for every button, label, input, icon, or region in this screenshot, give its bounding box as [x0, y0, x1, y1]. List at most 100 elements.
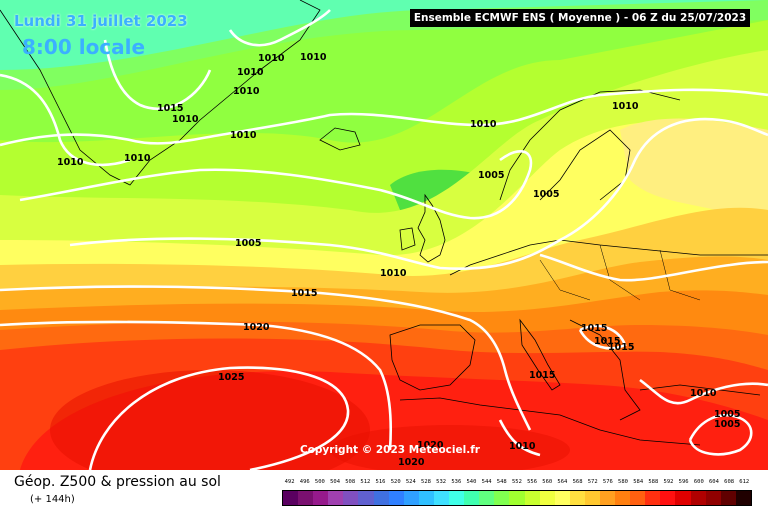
- scale-label: 548: [496, 479, 507, 485]
- scale-swatch: [539, 491, 555, 505]
- scale-swatch: [449, 491, 465, 505]
- isobar-label: 1010: [258, 53, 285, 64]
- isobar-label: 1025: [218, 372, 244, 383]
- scale-label: 516: [375, 479, 386, 485]
- weather-map: 1010 1010 1010 1010 1015 1010 1010 1010 …: [0, 0, 768, 470]
- isobar-label: 1010: [233, 86, 260, 97]
- scale-swatch: [343, 491, 359, 505]
- model-title: Ensemble ECMWF ENS ( Moyenne ) - 06 Z du…: [410, 9, 750, 27]
- scale-label: 568: [572, 479, 583, 485]
- scale-label: 536: [451, 479, 462, 485]
- scale-label: 560: [542, 479, 553, 485]
- scale-swatch: [645, 491, 661, 505]
- scale-swatch: [584, 491, 600, 505]
- isobar-label: 1015: [608, 342, 634, 353]
- scale-label: 604: [708, 479, 719, 485]
- scale-swatch: [313, 491, 329, 505]
- isobar-label: 1010: [57, 157, 84, 168]
- hot-core: [50, 370, 370, 470]
- isobar-label: 1010: [690, 388, 717, 399]
- scale-label: 596: [678, 479, 689, 485]
- isobar-label: 1015: [529, 370, 555, 381]
- scale-swatch: [599, 491, 616, 505]
- isobar-label: 1010: [237, 67, 264, 78]
- scale-swatch: [675, 491, 691, 505]
- scale-label: 588: [648, 479, 659, 485]
- footer-title: Géop. Z500 & pression au sol: [14, 474, 221, 490]
- scale-swatch: [524, 491, 540, 505]
- scale-label: 524: [405, 479, 416, 485]
- scale-swatch: [418, 491, 434, 505]
- isobar-labels: 1010 1010 1010 1010 1015 1010 1010 1010 …: [57, 52, 740, 468]
- forecast-time: 8:00 locale: [22, 35, 146, 59]
- scale-label: 592: [663, 479, 674, 485]
- scale-label: 584: [633, 479, 644, 485]
- scale-label: 556: [527, 479, 538, 485]
- scale-label: 532: [436, 479, 447, 485]
- scale-swatch: [328, 491, 344, 505]
- scale-swatch: [660, 491, 676, 505]
- scale-swatch: [298, 491, 314, 505]
- scale-swatch: [509, 491, 525, 505]
- scale-swatch: [720, 491, 736, 505]
- scale-swatch: [358, 491, 374, 505]
- scale-label: 572: [587, 479, 598, 485]
- scale-swatch: [705, 491, 721, 505]
- isobar-label: 1020: [398, 457, 425, 468]
- color-scale-labels: 492 496 500 504 508 512 516 520 524 528 532 536 540 5…: [282, 479, 752, 489]
- scale-swatch: [464, 491, 480, 505]
- scale-label: 600: [693, 479, 704, 485]
- isobar-lines: [0, 9, 768, 470]
- isobar-label: 1020: [243, 322, 270, 333]
- scale-swatch: [433, 491, 450, 505]
- isobar-label: 1020: [417, 440, 444, 451]
- isobar-label: 1005: [533, 189, 559, 200]
- scale-label: 528: [421, 479, 431, 485]
- band-lightyellow: [620, 118, 768, 230]
- isobar-label: 1005: [235, 238, 261, 249]
- isobar-label: 1005: [714, 419, 740, 430]
- scale-swatch: [554, 491, 570, 505]
- scale-label: 552: [511, 479, 522, 485]
- scale-label: 520: [390, 479, 401, 485]
- scale-label: 576: [602, 479, 613, 485]
- isobar-label: 1010: [230, 130, 257, 141]
- scale-label: 540: [466, 479, 477, 485]
- copyright: Copyright © 2023 Meteociel.fr: [300, 444, 480, 456]
- isobar-label: 1010: [300, 52, 327, 63]
- scale-swatch: [373, 491, 389, 505]
- scale-label: 492: [284, 479, 295, 485]
- scale-label: 508: [345, 479, 356, 485]
- isobar-label: 1010: [509, 441, 536, 452]
- scale-swatch: [403, 491, 419, 505]
- scale-swatch: [283, 491, 299, 505]
- scale-label: 608: [724, 479, 735, 485]
- scale-label: 544: [481, 479, 492, 485]
- isobar-label: 1015: [157, 103, 183, 114]
- footer-subtitle: (+ 144h): [30, 494, 75, 505]
- scale-swatch: [494, 491, 510, 505]
- scale-label: 504: [330, 479, 341, 485]
- scale-swatch: [735, 491, 751, 505]
- scale-label: 564: [557, 479, 568, 485]
- color-scale-bar: [282, 490, 752, 506]
- scale-label: 500: [314, 479, 325, 485]
- isobar-label: 1010: [470, 119, 497, 130]
- isobar-label: 1005: [478, 170, 504, 181]
- scale-label: 612: [739, 479, 750, 485]
- scale-label: 580: [618, 479, 628, 485]
- scale-swatch: [615, 491, 631, 505]
- isobar-label: 1010: [380, 268, 407, 279]
- isobar-label: 1010: [124, 153, 151, 164]
- scale-swatch: [479, 491, 495, 505]
- scale-swatch: [569, 491, 585, 505]
- forecast-date: Lundi 31 juillet 2023: [14, 12, 188, 30]
- isobar-label: 1010: [172, 114, 199, 125]
- isobar-label: 1010: [612, 101, 639, 112]
- isobar-label: 1005: [714, 409, 740, 420]
- scale-swatch: [690, 491, 706, 505]
- scale-label: 496: [299, 479, 310, 485]
- scale-label: 512: [360, 479, 371, 485]
- scale-swatch: [630, 491, 646, 505]
- scale-swatch: [388, 491, 404, 505]
